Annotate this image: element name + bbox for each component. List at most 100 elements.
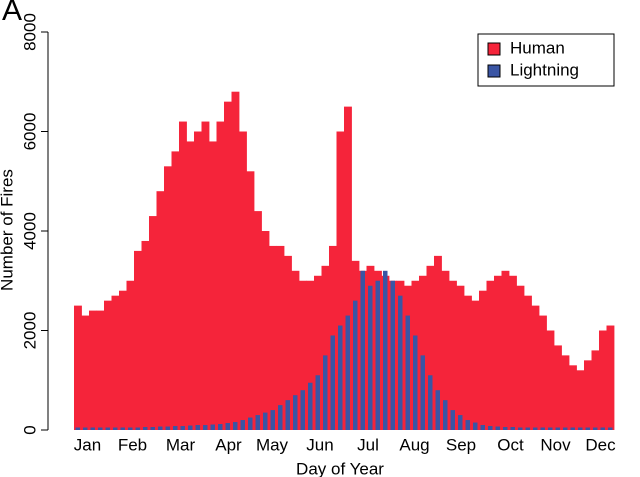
bar xyxy=(540,427,545,430)
y-tick-label: 2000 xyxy=(20,312,39,350)
bar xyxy=(608,427,613,430)
bar xyxy=(450,410,455,430)
bar xyxy=(195,425,200,430)
bar xyxy=(599,330,607,430)
bar xyxy=(186,141,195,430)
bar xyxy=(495,426,500,430)
bar xyxy=(104,300,112,430)
bar xyxy=(509,275,517,430)
bar xyxy=(494,275,502,430)
bar xyxy=(330,335,335,430)
bar xyxy=(531,305,540,430)
bar xyxy=(464,295,472,430)
legend-swatch xyxy=(487,64,501,78)
bar xyxy=(158,426,163,430)
bar xyxy=(74,305,82,430)
y-tick-label: 8000 xyxy=(20,13,39,51)
bar xyxy=(465,420,470,430)
bar xyxy=(323,355,328,430)
y-tick-label: 6000 xyxy=(20,113,39,151)
bar xyxy=(518,427,523,430)
legend-label: Lightning xyxy=(510,60,579,79)
bar xyxy=(261,231,270,430)
bar xyxy=(449,280,457,430)
bar xyxy=(225,423,230,430)
bar xyxy=(555,427,560,430)
x-tick-label: Dec xyxy=(585,435,616,454)
bar xyxy=(165,426,170,430)
bar xyxy=(203,425,208,430)
bar xyxy=(209,141,217,430)
bar xyxy=(143,427,148,430)
bar xyxy=(600,427,605,430)
bar xyxy=(173,426,178,430)
bar xyxy=(471,300,480,430)
bar xyxy=(315,375,320,430)
x-tick-label: Sep xyxy=(446,435,476,454)
x-tick-label: Nov xyxy=(540,435,571,454)
bar xyxy=(218,424,223,430)
bar xyxy=(180,426,185,430)
legend-box xyxy=(477,33,615,87)
bar xyxy=(473,422,478,430)
bar xyxy=(156,191,165,430)
bar xyxy=(126,280,135,430)
bar xyxy=(210,424,215,430)
bar xyxy=(503,427,508,430)
bar xyxy=(443,400,448,430)
bar xyxy=(179,121,187,431)
bar xyxy=(254,211,262,430)
bar xyxy=(480,425,485,430)
bar xyxy=(135,427,140,430)
bar xyxy=(510,427,515,430)
bar xyxy=(246,171,255,431)
bar xyxy=(278,405,283,430)
bar xyxy=(240,420,245,430)
x-tick-label: Apr xyxy=(215,435,242,454)
bar xyxy=(419,275,427,430)
bar xyxy=(606,325,615,430)
x-tick-label: Jul xyxy=(357,435,379,454)
legend-label: Human xyxy=(510,38,565,57)
bar xyxy=(570,427,575,430)
legend-swatch xyxy=(487,42,501,56)
bar xyxy=(353,300,358,430)
bar xyxy=(524,295,532,430)
bar xyxy=(269,245,277,430)
bar xyxy=(83,427,88,430)
bar xyxy=(548,427,553,430)
bar xyxy=(405,315,410,430)
bar xyxy=(546,330,555,430)
bar xyxy=(591,350,600,430)
bar xyxy=(554,345,562,430)
bar xyxy=(383,270,388,430)
x-tick-label: Oct xyxy=(497,435,524,454)
bar xyxy=(336,131,345,430)
bar xyxy=(426,265,435,430)
bar xyxy=(276,245,285,430)
bar xyxy=(194,131,202,430)
bar xyxy=(300,390,305,430)
bar xyxy=(149,216,157,430)
bar xyxy=(456,285,465,430)
bar xyxy=(150,427,155,430)
bar xyxy=(308,382,313,430)
bar xyxy=(216,121,225,431)
bar xyxy=(345,315,350,430)
bar xyxy=(578,427,583,430)
bar xyxy=(224,101,232,431)
bar xyxy=(479,290,487,430)
y-axis-label: Number of Fires xyxy=(0,169,16,291)
bar xyxy=(398,295,403,430)
bar xyxy=(585,427,590,430)
bar xyxy=(141,240,150,430)
bar xyxy=(299,280,307,430)
bar xyxy=(344,106,352,430)
panel-label: A xyxy=(2,0,22,27)
bar xyxy=(441,270,450,430)
x-tick-label: Jan xyxy=(74,435,101,454)
bar xyxy=(338,325,343,430)
bar xyxy=(233,422,238,430)
bar xyxy=(270,410,275,430)
